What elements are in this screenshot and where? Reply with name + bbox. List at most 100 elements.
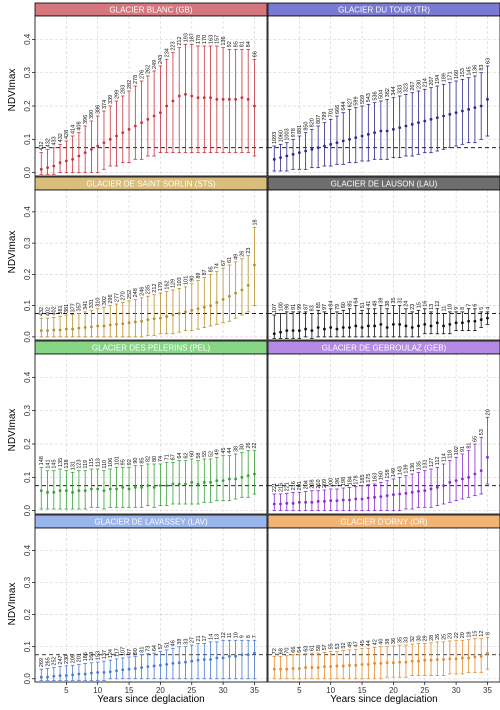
panel-border (267, 189, 500, 341)
sample-size-label: 131 (70, 461, 76, 470)
sample-size-label: 137 (102, 650, 108, 659)
data-point (404, 124, 408, 128)
data-point (279, 667, 282, 671)
y-tick-label: 0.2 (23, 100, 32, 112)
data-point (90, 325, 93, 329)
sample-size-label: 85 (347, 301, 353, 307)
data-point (310, 147, 314, 151)
data-point (479, 104, 483, 108)
data-point (335, 664, 339, 668)
data-point (379, 495, 383, 499)
data-point (366, 496, 370, 500)
data-point (115, 134, 118, 138)
data-point (366, 662, 370, 666)
sample-size-label: 432 (45, 138, 51, 147)
data-point (341, 664, 345, 668)
sample-size-label: 278 (133, 75, 139, 84)
data-point (177, 94, 181, 98)
data-point (460, 656, 464, 660)
data-point (133, 667, 137, 670)
data-point (184, 92, 187, 96)
data-point (146, 318, 150, 322)
sample-size-label: 38 (233, 446, 239, 452)
sample-size-label: 112 (435, 457, 441, 466)
sample-size-label: 143 (397, 466, 403, 475)
data-point (253, 263, 256, 267)
sample-size-label: 84 (246, 41, 252, 47)
sample-size-label: 32 (410, 636, 416, 642)
data-point (473, 106, 477, 110)
data-point (39, 675, 43, 679)
sample-size-label: 61 (310, 645, 316, 651)
sample-size-label: 30 (240, 444, 246, 450)
data-point (171, 313, 175, 317)
sample-size-label: 70 (285, 648, 291, 654)
data-point (297, 151, 301, 155)
data-point (410, 326, 414, 329)
sample-size-label: 58 (196, 453, 202, 459)
data-point (454, 321, 458, 325)
sample-size-label: 80 (152, 456, 158, 462)
data-point (115, 669, 118, 673)
sample-size-label: 408 (77, 121, 83, 130)
sample-size-label: 141 (45, 459, 51, 468)
data-point (473, 655, 477, 659)
sample-size-label: 333 (397, 85, 403, 94)
panel-title: GLACIER D'ORNY (OR) (340, 518, 428, 527)
data-point (279, 156, 282, 160)
data-point (215, 301, 219, 304)
data-point (253, 651, 256, 655)
data-point (127, 667, 131, 671)
panel-title: GLACIER DES PELERINS (PEL) (92, 344, 211, 353)
y-tick-label: 0.3 (23, 67, 32, 79)
y-axis-title-row-4: NDVImax (7, 583, 18, 626)
data-point (285, 501, 289, 505)
data-point (417, 489, 420, 493)
data-point (102, 670, 106, 674)
sample-size-label: 235 (146, 285, 152, 294)
data-point (209, 304, 212, 308)
sample-size-label: 89 (196, 273, 202, 279)
sample-size-label: 26 (240, 251, 246, 257)
sample-size-label: 115 (89, 458, 95, 467)
sample-size-label: 10 (448, 304, 454, 310)
panel-5: GLACIER DES PELERINS (PEL)148 141 145 135 13… (23, 340, 268, 516)
sample-size-label: 162 (164, 280, 170, 289)
sample-size-label: 201 (297, 481, 303, 490)
data-point (366, 132, 370, 136)
data-point (71, 157, 75, 161)
data-point (354, 497, 358, 501)
sample-size-label: 47 (354, 641, 360, 647)
data-point (272, 502, 276, 506)
data-point (354, 136, 358, 140)
sample-size-label: 23 (410, 304, 416, 310)
data-point (329, 499, 333, 503)
sample-size-label: 103 (177, 277, 183, 286)
data-point (373, 661, 376, 665)
x-tick-label: 5 (64, 686, 69, 695)
data-point (140, 666, 143, 669)
data-point (448, 322, 452, 326)
sample-size-label: 52 (341, 642, 347, 648)
data-point (323, 144, 326, 148)
plot-background (268, 190, 500, 340)
y-tick-label: 0.2 (23, 268, 32, 280)
sample-size-label: 160 (454, 70, 460, 79)
sample-size-label: 38 (385, 301, 391, 307)
sample-size-label: 49 (233, 254, 239, 260)
panel-3: GLACIER DE SAINT SORLIN (STS)432 402 402 38… (23, 176, 268, 342)
sample-size-label: 66 (252, 51, 258, 57)
sample-size-label: 28 (429, 635, 435, 641)
data-point (442, 114, 445, 118)
data-point (467, 656, 471, 660)
panel-border (34, 353, 268, 515)
sample-size-label: 87 (303, 304, 309, 310)
data-point (165, 104, 169, 108)
sample-size-label: 87 (202, 269, 208, 275)
x-tick-label: 25 (187, 686, 196, 695)
data-point (304, 666, 308, 669)
sample-size-label: 39 (379, 298, 385, 304)
panel-title: GLACIER DE LAVASSEY (LAV) (94, 518, 208, 527)
sample-size-label: 90 (190, 276, 196, 282)
